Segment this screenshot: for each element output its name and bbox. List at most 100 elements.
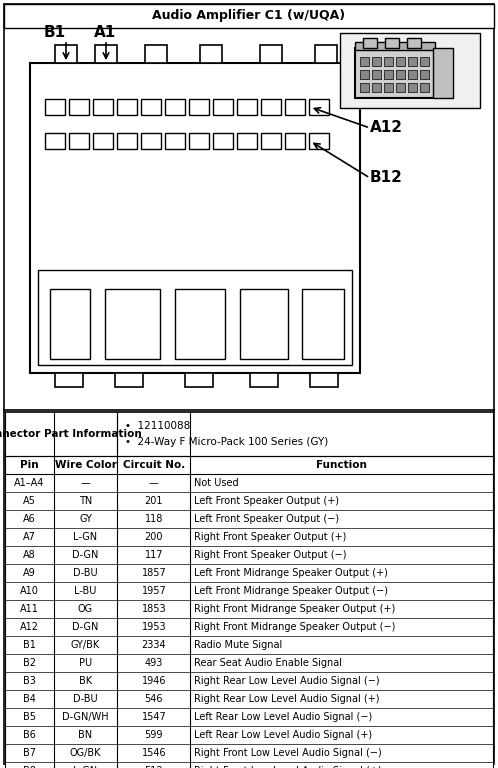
Text: •  12110088: • 12110088 [125,421,191,431]
Text: A11: A11 [20,604,39,614]
Bar [141,133,161,149]
Text: Right Front Low Level Audio Signal (+): Right Front Low Level Audio Signal (+) [194,766,382,768]
Text: B2: B2 [23,658,36,668]
Bar [360,70,369,79]
Bar [93,133,113,149]
Text: Wire Color: Wire Color [55,460,117,470]
Bar [5,456,493,474]
Bar [420,83,429,92]
Bar [5,600,493,618]
Text: 1857: 1857 [141,568,166,578]
Bar [384,70,393,79]
Text: Audio Amplifier C1 (w/UQA): Audio Amplifier C1 (w/UQA) [152,9,346,22]
Bar [45,133,65,149]
Text: A12: A12 [20,622,39,632]
Bar [5,654,493,672]
Bar [355,48,435,98]
Bar [408,57,417,66]
Text: BN: BN [79,730,93,740]
Bar [237,99,257,115]
Text: —: — [149,478,159,488]
Bar [396,70,405,79]
Text: OG/BK: OG/BK [70,748,101,758]
Bar [55,45,77,63]
Text: A1: A1 [94,25,116,40]
Text: A12: A12 [370,121,403,135]
Text: 200: 200 [144,532,163,542]
Text: B12: B12 [370,170,403,186]
Bar [5,744,493,762]
Bar [372,83,381,92]
Text: L-GN: L-GN [74,532,98,542]
Bar [309,133,329,149]
Text: A7: A7 [23,532,36,542]
Bar [5,528,493,546]
Text: 1547: 1547 [141,712,166,722]
Text: 599: 599 [144,730,163,740]
Text: Not Used: Not Used [194,478,239,488]
Bar [38,270,352,365]
Text: 512: 512 [144,766,163,768]
Bar [200,45,222,63]
Bar [141,99,161,115]
Text: BK: BK [79,676,92,686]
Bar [5,708,493,726]
Bar [5,474,493,492]
Bar [285,99,305,115]
Bar [355,42,435,50]
Bar [117,99,137,115]
Text: Right Front Speaker Output (+): Right Front Speaker Output (+) [194,532,347,542]
Bar [93,99,113,115]
Bar [396,57,405,66]
Bar [240,289,288,359]
Bar [372,70,381,79]
Bar [189,99,209,115]
Text: D-GN: D-GN [72,622,99,632]
Bar [185,373,213,387]
Text: 118: 118 [144,514,163,524]
Bar [315,45,337,63]
Text: OG: OG [78,604,93,614]
Bar [5,546,493,564]
Bar [105,289,160,359]
Bar [310,373,338,387]
Bar [30,63,360,373]
Bar [145,45,167,63]
Text: 493: 493 [144,658,163,668]
Text: Right Front Midrange Speaker Output (−): Right Front Midrange Speaker Output (−) [194,622,396,632]
Bar [360,57,369,66]
Text: Pin: Pin [20,460,39,470]
Bar [95,45,117,63]
Text: D-GN: D-GN [72,550,99,560]
Text: B7: B7 [23,748,36,758]
Text: •  24-Way F Micro-Pack 100 Series (GY): • 24-Way F Micro-Pack 100 Series (GY) [125,437,329,447]
Text: Left Rear Low Level Audio Signal (−): Left Rear Low Level Audio Signal (−) [194,712,373,722]
Bar [5,412,493,456]
Bar [117,133,137,149]
Text: Function: Function [316,460,367,470]
Bar [4,4,494,28]
Bar [165,133,185,149]
Text: D-BU: D-BU [73,568,98,578]
Text: GY/BK: GY/BK [71,640,100,650]
Bar [165,99,185,115]
Text: 1853: 1853 [141,604,166,614]
Text: L-GN: L-GN [74,766,98,768]
Text: B1: B1 [44,25,66,40]
Bar [384,57,393,66]
Text: A1–A4: A1–A4 [14,478,45,488]
Bar [407,38,421,48]
Text: Rear Seat Audio Enable Signal: Rear Seat Audio Enable Signal [194,658,343,668]
Bar [5,690,493,708]
Text: A5: A5 [23,496,36,506]
Bar [5,582,493,600]
Bar [408,83,417,92]
Text: Circuit No.: Circuit No. [123,460,185,470]
Text: TN: TN [79,496,92,506]
Text: 1953: 1953 [141,622,166,632]
Text: 1946: 1946 [141,676,166,686]
Bar [250,373,278,387]
Bar [55,373,83,387]
Bar [5,510,493,528]
Text: Left Front Speaker Output (−): Left Front Speaker Output (−) [194,514,340,524]
